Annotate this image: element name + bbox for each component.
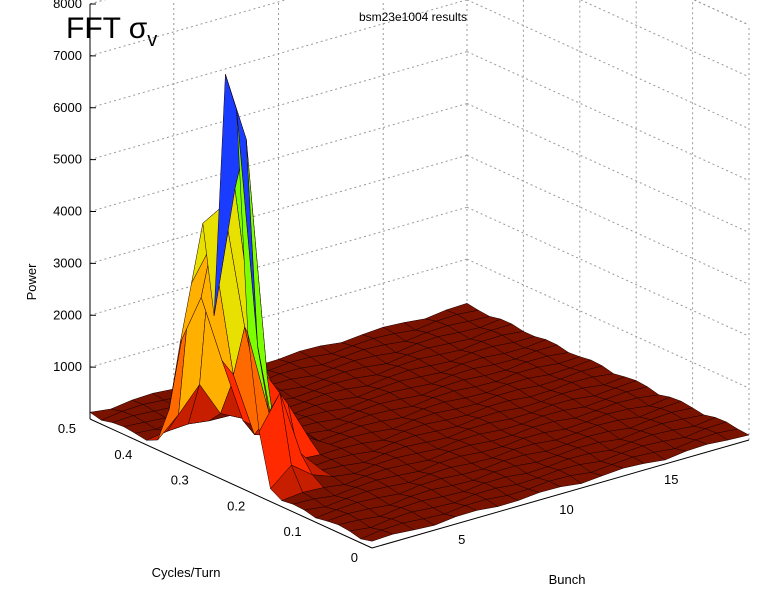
x-axis-line <box>371 439 750 549</box>
z-tick-label: 8000 <box>53 0 82 11</box>
z-tick-label: 3000 <box>53 255 82 270</box>
y-axis-label: Cycles/Turn <box>152 565 221 580</box>
y-tick-label: 0 <box>351 550 358 565</box>
z-tick-label: 5000 <box>53 152 82 167</box>
x-tick-label: 10 <box>559 502 573 517</box>
x-axis-label: Bunch <box>549 572 586 587</box>
surface-facet <box>716 428 750 441</box>
z-tick-label: 1000 <box>53 359 82 374</box>
y-tick-label: 0.3 <box>171 473 189 488</box>
grid-line <box>89 0 287 57</box>
y-tick-label: 0.1 <box>284 524 302 539</box>
slide-title: FFT σv <box>66 12 157 51</box>
grid-line <box>89 51 468 161</box>
axes: 1000 2000 3000 4000 5000 6000 7000 8000 0 0.1 0.2 0… <box>53 0 750 565</box>
grid-line <box>89 206 468 316</box>
y-axis-line <box>89 418 373 549</box>
y-tick-label: 0.4 <box>114 447 132 462</box>
grid-lines <box>89 0 750 440</box>
grid-line <box>466 51 750 182</box>
y-tick-label: 0.5 <box>58 421 76 436</box>
grid-line <box>466 206 750 337</box>
plot-title: bsm23e1004 results <box>359 10 467 24</box>
grid-line <box>466 0 750 130</box>
x-tick-label: 15 <box>664 472 678 487</box>
surface-mesh <box>89 74 750 542</box>
z-axis-label: Power <box>24 263 39 301</box>
grid-line <box>466 154 750 285</box>
x-tick-label: 5 <box>458 532 465 547</box>
grid-line <box>89 103 468 212</box>
grid-line <box>466 258 750 389</box>
y-tick-label: 0.2 <box>227 498 245 513</box>
z-tick-label: 7000 <box>53 48 82 63</box>
slide-title-main: FFT σ <box>66 12 148 45</box>
z-tick-label: 2000 <box>53 307 82 322</box>
grid-line <box>579 0 750 78</box>
z-tick-label: 6000 <box>53 100 82 115</box>
slide-title-subscript: v <box>147 29 158 51</box>
z-tick-label: 4000 <box>53 204 82 219</box>
grid-line <box>466 103 750 233</box>
